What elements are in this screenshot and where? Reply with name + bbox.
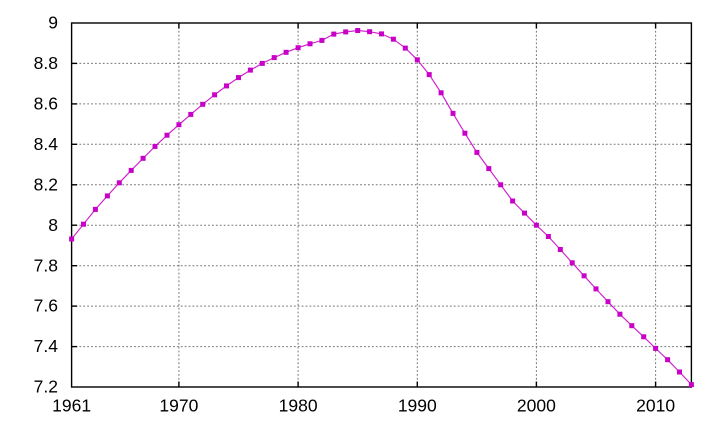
svg-text:1980: 1980 <box>279 395 318 415</box>
svg-text:1990: 1990 <box>398 395 437 415</box>
svg-text:7.8: 7.8 <box>34 255 58 275</box>
svg-text:8.8: 8.8 <box>34 53 58 73</box>
svg-text:7.6: 7.6 <box>34 296 58 316</box>
svg-text:8.6: 8.6 <box>34 94 58 114</box>
svg-text:8.2: 8.2 <box>34 174 58 194</box>
svg-text:9: 9 <box>48 13 58 33</box>
svg-text:2010: 2010 <box>636 395 675 415</box>
svg-text:8.4: 8.4 <box>34 134 59 154</box>
svg-text:1970: 1970 <box>159 395 198 415</box>
svg-text:2000: 2000 <box>517 395 556 415</box>
svg-text:8: 8 <box>48 215 58 235</box>
svg-text:1961: 1961 <box>52 395 91 415</box>
svg-text:7.2: 7.2 <box>34 377 58 397</box>
svg-text:7.4: 7.4 <box>34 336 59 356</box>
